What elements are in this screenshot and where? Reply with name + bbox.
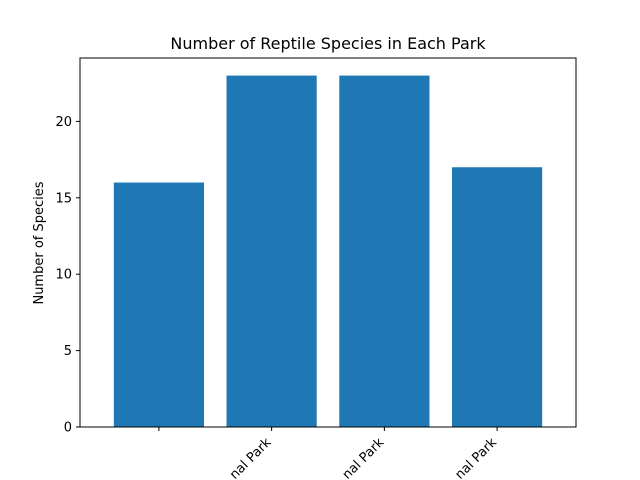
y-tick-label-2: 10 bbox=[55, 268, 72, 283]
x-tick-label-1: nal Park bbox=[227, 435, 275, 480]
bar-2 bbox=[339, 75, 430, 428]
bar-1 bbox=[226, 75, 317, 428]
plot-area-frame bbox=[79, 57, 577, 428]
y-axis-label: Number of Species bbox=[32, 181, 47, 304]
y-axis-ticks: 0 5 10 15 20 bbox=[55, 115, 80, 436]
bars-group bbox=[113, 75, 543, 428]
y-tick-label-1: 5 bbox=[64, 344, 72, 359]
x-tick-label-3: nal Park bbox=[453, 435, 501, 480]
x-tick-label-2: nal Park bbox=[340, 435, 388, 480]
bar-3 bbox=[452, 167, 543, 427]
chart-title: Number of Reptile Species in Each Park bbox=[170, 34, 486, 53]
x-axis-ticks: nal Park nal Park nal Park bbox=[158, 427, 501, 480]
y-tick-label-3: 15 bbox=[55, 191, 72, 206]
bar-0 bbox=[113, 182, 204, 427]
y-tick-label-4: 20 bbox=[55, 115, 72, 130]
y-tick-label-0: 0 bbox=[64, 421, 72, 436]
